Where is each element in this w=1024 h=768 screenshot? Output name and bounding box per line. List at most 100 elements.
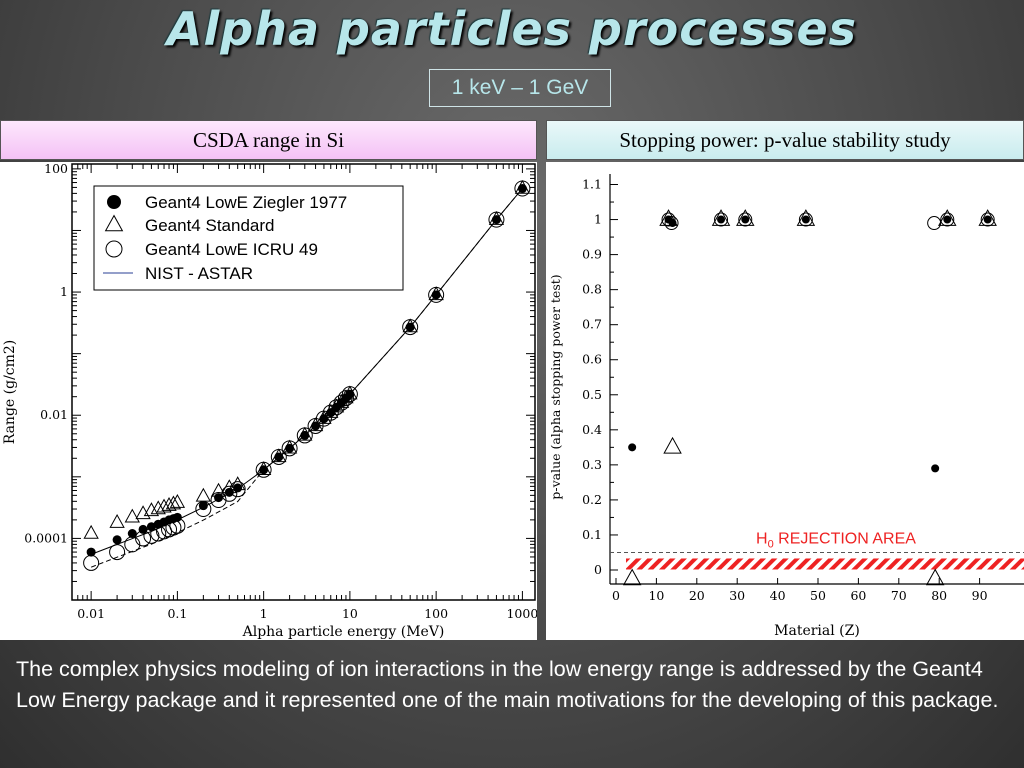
range-point-open-triangle (342, 385, 358, 400)
range-point-open-circle (341, 386, 358, 403)
x-tick-label: 100 (424, 606, 448, 621)
range-point-open-circle (328, 399, 345, 416)
pvalue-point-filled-circle (717, 215, 726, 224)
y-tick-label: 1 (60, 284, 68, 299)
range-point-filled-circle (517, 184, 527, 194)
pvalue-point-open-circle (980, 212, 995, 227)
x-tick-label: 0.01 (77, 606, 105, 621)
range-point-open-circle (124, 536, 141, 553)
slide-caption: The complex physics modeling of ion inte… (16, 657, 999, 712)
range-point-open-triangle (428, 286, 444, 301)
range-point-open-triangle (323, 403, 339, 418)
range-point-open-circle (315, 410, 332, 427)
pvalue-y-tick-label: 0.3 (582, 457, 602, 472)
pvalue-x-tick-label: 10 (648, 588, 664, 603)
rejection-band (626, 558, 1024, 570)
energy-range-box: 1 keV – 1 GeV (429, 69, 611, 107)
pvalue-point-filled-circle (801, 215, 810, 224)
legend-marker-open-triangle (104, 214, 124, 232)
pvalue-x-tick-label: 40 (770, 588, 786, 603)
range-point-filled-circle (431, 290, 441, 300)
range-point-open-triangle (281, 439, 298, 454)
pvalue-y-tick-label: 0.9 (582, 247, 602, 262)
x-tick-label: 1000 (506, 606, 537, 621)
pvalue-point-filled-circle (943, 215, 952, 224)
pvalue-x-tick-label: 80 (931, 588, 947, 603)
pvalue-x-tick-label: 50 (810, 588, 826, 603)
pvalue-point-filled-circle (931, 464, 940, 473)
range-point-open-triangle (514, 179, 531, 194)
range-point-open-circle (322, 404, 339, 421)
range-point-open-triangle (230, 476, 246, 491)
range-point-filled-circle (198, 501, 208, 511)
pvalue-point-open-triangle (938, 209, 957, 226)
pvalue-x-tick-label: 60 (850, 588, 866, 603)
range-point-open-triangle (297, 426, 313, 441)
range-point-open-circle (109, 544, 126, 561)
pvalue-y-tick-label: 0.7 (582, 317, 602, 332)
range-chart-svg: 0.01 0.1 1 10 100 1000 0.0001 0.01 1 100 Alpha par… (2, 162, 537, 640)
x-tick-label: 10 (342, 606, 358, 621)
pvalue-point-open-circle (661, 212, 676, 227)
range-point-open-circle (221, 485, 238, 502)
left-panel-header: CSDA range in Si (0, 120, 537, 160)
range-point-open-triangle (156, 498, 172, 513)
legend-label: Geant4 LowE ICRU 49 (145, 240, 318, 259)
pvalue-point-open-circle (927, 216, 942, 231)
range-point-open-circle (402, 319, 419, 336)
range-point-open-triangle (150, 500, 166, 515)
range-point-open-triangle (143, 502, 160, 517)
range-point-open-triangle (83, 524, 99, 539)
pvalue-chart-svg: 0 0.1 0.2 0.3 0.4 0.5 0.6 0.7 0.8 0.9 1 1.1 0 10 20 30 4… (548, 174, 1024, 639)
pvalue-x-tick-label: 30 (729, 588, 745, 603)
pvalue-x-tick-label: 20 (689, 588, 705, 603)
y-tick-label: 0.0001 (24, 530, 68, 545)
pvalue-point-open-triangle (736, 209, 755, 226)
range-point-open-triangle (169, 494, 186, 508)
y-tick-label: 0.01 (40, 407, 68, 422)
range-point-filled-circle (491, 215, 501, 225)
range-point-filled-circle (405, 322, 415, 332)
range-point-filled-circle (112, 535, 122, 545)
range-point-open-circle (229, 481, 246, 498)
range-point-open-circle (337, 390, 354, 407)
pvalue-y-tick-label: 1 (594, 212, 602, 227)
range-chart: 0.01 0.1 1 10 100 1000 0.0001 0.01 1 100 Alpha par… (0, 162, 537, 640)
range-point-open-triangle (135, 505, 151, 520)
pvalue-y-tick-label: 0.8 (582, 282, 602, 297)
pvalue-x-axis-label: Material (Z) (774, 623, 860, 639)
range-point-filled-circle (172, 512, 182, 522)
right-panel-header: Stopping power: p-value stability study (546, 120, 1024, 160)
range-point-open-triangle (271, 448, 287, 463)
pvalue-point-open-triangle (663, 436, 682, 454)
range-point-filled-circle (138, 524, 148, 534)
range-point-open-circle (165, 519, 182, 536)
range-point-open-circle (169, 517, 186, 534)
range-point-filled-circle (300, 430, 310, 440)
range-point-open-triangle (109, 513, 125, 528)
range-point-filled-circle (214, 493, 224, 503)
range-point-open-triangle (488, 210, 505, 225)
pvalue-y-tick-label: 0.2 (582, 492, 602, 507)
range-point-open-circle (296, 427, 313, 444)
range-point-open-triangle (165, 495, 182, 510)
pvalue-point-open-circle (798, 212, 813, 227)
range-point-open-circle (83, 554, 100, 571)
legend-marker-open-circle (105, 240, 123, 258)
range-point-open-circle (135, 530, 152, 547)
y-axis-label: Range (g/cm2) (2, 340, 18, 445)
pvalue-y-tick-label: 0.4 (582, 422, 602, 437)
range-point-filled-circle (86, 547, 96, 557)
range-point-open-triangle (210, 482, 227, 497)
pvalue-point-open-triangle (659, 209, 678, 226)
pvalue-point-filled-circle (628, 443, 637, 452)
pvalue-y-tick-label: 0.1 (582, 527, 602, 542)
range-point-open-circle (333, 394, 350, 411)
range-point-filled-circle (311, 421, 321, 431)
x-tick-label: 1 (260, 606, 268, 621)
pvalue-point-filled-circle (983, 215, 992, 224)
range-point-open-circle (255, 461, 272, 478)
range-point-open-triangle (124, 508, 140, 523)
pvalue-point-open-circle (738, 212, 753, 227)
range-point-open-circle (428, 286, 445, 303)
